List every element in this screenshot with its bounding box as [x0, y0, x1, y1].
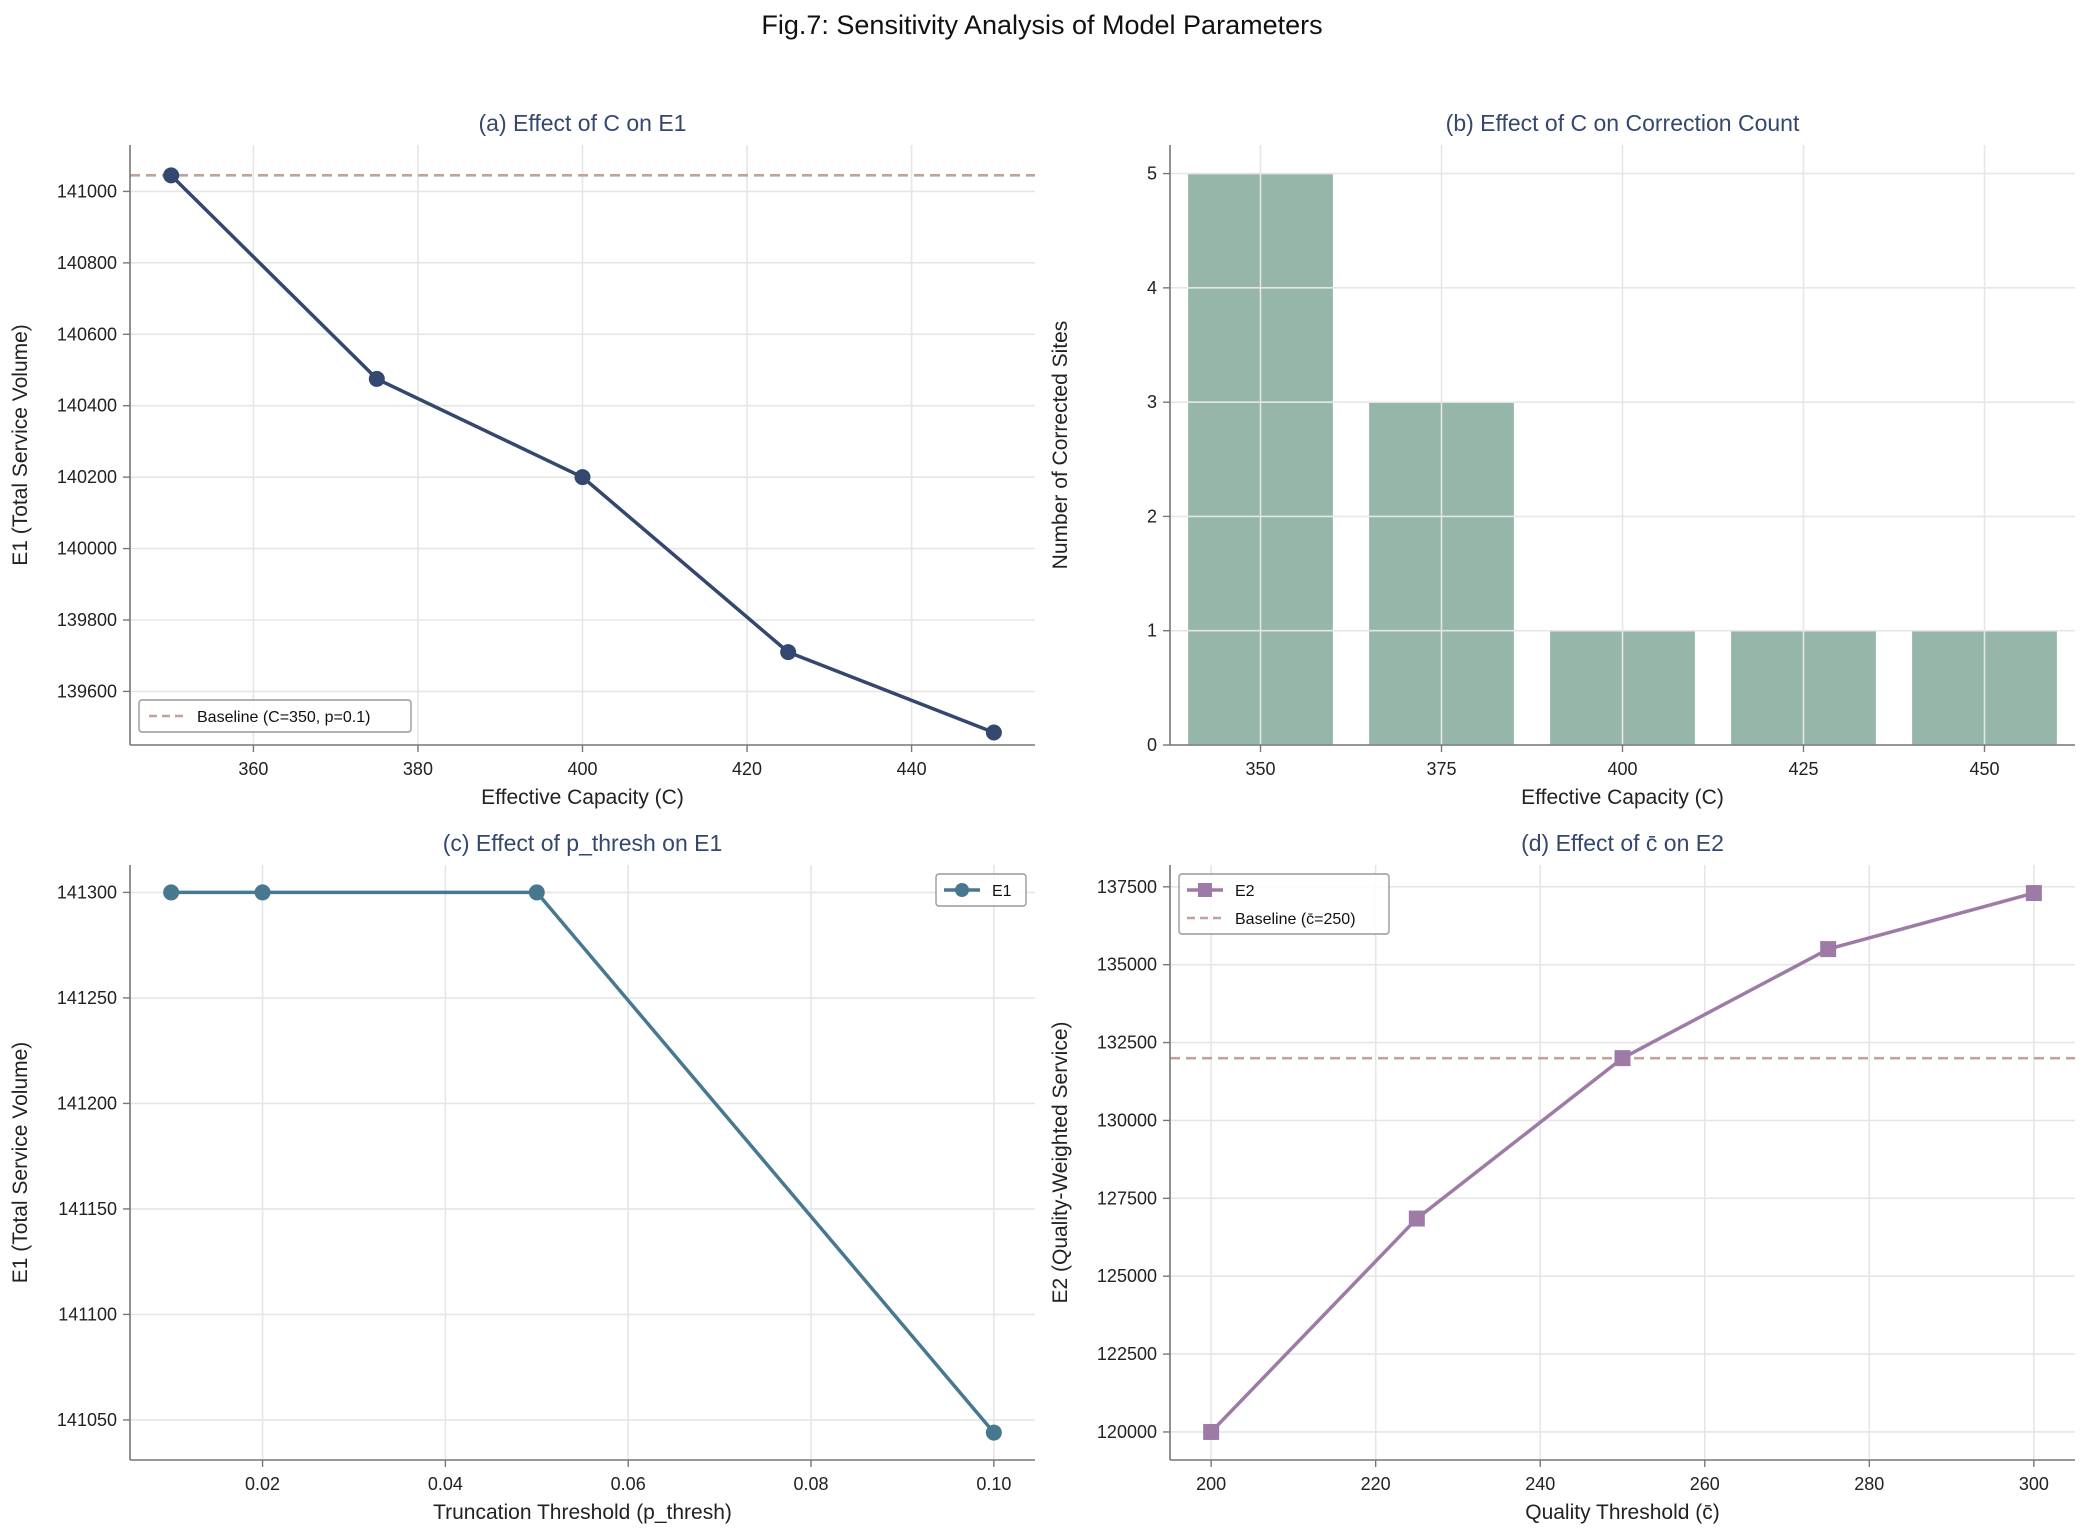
- figure-title: Fig.7: Sensitivity Analysis of Model Par…: [761, 10, 1322, 40]
- panel-c: 0.02 0.04 0.06 0.08 0.10 141050 141100 141150 14…: [9, 830, 1035, 1524]
- x-tick-label: 400: [567, 759, 597, 779]
- x-tick-label: 425: [1788, 759, 1818, 779]
- x-tick-label: 440: [897, 759, 927, 779]
- legend: E1: [935, 873, 1027, 907]
- data-point: [163, 884, 180, 901]
- y-tick-label: 135000: [1097, 955, 1157, 975]
- x-tick-label: 0.10: [976, 1474, 1011, 1494]
- legend-box: [935, 873, 1027, 907]
- x-tick-label: 0.08: [794, 1474, 829, 1494]
- x-tick-label: 350: [1245, 759, 1275, 779]
- legend-label: Baseline (c̄=250): [1235, 911, 1356, 928]
- data-point: [2025, 885, 2042, 902]
- legend: E2 Baseline (c̄=250): [1178, 873, 1390, 935]
- data-point: [574, 469, 591, 486]
- y-tick-label: 132500: [1097, 1033, 1157, 1053]
- data-point: [368, 370, 385, 387]
- x-tick-label: 450: [1969, 759, 1999, 779]
- y-tick-label: 120000: [1097, 1422, 1157, 1442]
- y-tick-label: 3: [1147, 392, 1157, 412]
- y-tick-label: 141050: [57, 1410, 117, 1430]
- y-tick-label: 137500: [1097, 877, 1157, 897]
- x-tick-label: 260: [1690, 1474, 1720, 1494]
- x-tick-label: 400: [1607, 759, 1637, 779]
- y-tick-label: 141200: [57, 1093, 117, 1113]
- x-tick-label: 0.02: [245, 1474, 280, 1494]
- x-axis-label: Quality Threshold (c̄): [1525, 1501, 1720, 1524]
- y-tick-label: 140200: [57, 467, 117, 487]
- y-tick-label: 141000: [57, 181, 117, 201]
- y-tick-label: 127500: [1097, 1188, 1157, 1208]
- y-tick-label: 139800: [57, 610, 117, 630]
- y-tick-label: 130000: [1097, 1110, 1157, 1130]
- x-tick-label: 280: [1854, 1474, 1884, 1494]
- data-point: [1408, 1210, 1425, 1227]
- data-point: [780, 644, 797, 661]
- panel-title: (b) Effect of C on Correction Count: [1446, 110, 1800, 136]
- data-point: [985, 1424, 1002, 1441]
- series-line: [1209, 891, 2035, 1434]
- y-tick-label: 4: [1147, 278, 1157, 298]
- data-point: [528, 884, 545, 901]
- series-line: [171, 890, 996, 1434]
- y-axis-label: Number of Corrected Sites: [1049, 321, 1072, 570]
- y-tick-label: 0: [1147, 735, 1157, 755]
- y-tick-label: 5: [1147, 164, 1157, 184]
- legend-label: E1: [992, 883, 1012, 900]
- x-axis-label: Effective Capacity (C): [1521, 786, 1724, 809]
- y-tick-label: 122500: [1097, 1344, 1157, 1364]
- data-point: [1614, 1050, 1631, 1067]
- legend-box: [1178, 873, 1390, 935]
- x-axis-label: Truncation Threshold (p_thresh): [433, 1501, 732, 1524]
- legend-label: Baseline (C=350, p=0.1): [197, 709, 370, 726]
- y-tick-label: 140600: [57, 324, 117, 344]
- legend-marker: [1198, 883, 1212, 897]
- x-tick-label: 360: [238, 759, 268, 779]
- y-tick-label: 139600: [57, 681, 117, 701]
- y-tick-label: 141250: [57, 988, 117, 1008]
- data-point: [1203, 1423, 1220, 1440]
- panel-title: (a) Effect of C on E1: [479, 110, 687, 136]
- y-axis-label: E1 (Total Service Volume): [9, 324, 32, 566]
- y-tick-label: 2: [1147, 506, 1157, 526]
- x-tick-label: 0.06: [611, 1474, 646, 1494]
- panel-a: 360 380 400 420 440 139600 139800 140000 140200 1…: [9, 110, 1035, 809]
- data-point: [163, 167, 180, 184]
- y-axis-label: E2 (Quality-Weighted Service): [1049, 1021, 1072, 1303]
- x-tick-label: 380: [403, 759, 433, 779]
- x-tick-label: 220: [1361, 1474, 1391, 1494]
- panel-b: 350 375 400 425 450 0 1 2 3 4 5 (b) Effect of C on …: [1049, 110, 2075, 809]
- y-tick-label: 141100: [58, 1304, 117, 1324]
- y-tick-label: 141300: [57, 882, 117, 902]
- y-tick-label: 140800: [57, 253, 117, 273]
- y-tick-label: 141150: [58, 1199, 117, 1219]
- legend-marker: [955, 883, 969, 897]
- x-tick-label: 200: [1196, 1474, 1226, 1494]
- legend-label: E2: [1235, 883, 1255, 900]
- y-tick-label: 140400: [57, 396, 117, 416]
- legend-box: [138, 699, 412, 733]
- data-point: [254, 884, 271, 901]
- x-axis-label: Effective Capacity (C): [481, 786, 684, 809]
- y-tick-label: 125000: [1097, 1266, 1157, 1286]
- y-axis-label: E1 (Total Service Volume): [9, 1042, 32, 1284]
- data-point: [1820, 941, 1837, 958]
- x-tick-label: 0.04: [428, 1474, 463, 1494]
- data-point: [985, 724, 1002, 741]
- y-tick-label: 1: [1147, 621, 1157, 641]
- panel-title: (d) Effect of c̄ on E2: [1521, 830, 1724, 856]
- x-tick-label: 375: [1426, 759, 1456, 779]
- x-tick-label: 240: [1525, 1474, 1555, 1494]
- x-tick-label: 300: [2019, 1474, 2049, 1494]
- panel-d: 200 220 240 260 280 300 120000 122500 125000 1275…: [1049, 830, 2075, 1524]
- y-tick-label: 140000: [57, 539, 117, 559]
- x-tick-label: 420: [732, 759, 762, 779]
- panel-title: (c) Effect of p_thresh on E1: [443, 830, 723, 856]
- legend: Baseline (C=350, p=0.1): [138, 699, 412, 733]
